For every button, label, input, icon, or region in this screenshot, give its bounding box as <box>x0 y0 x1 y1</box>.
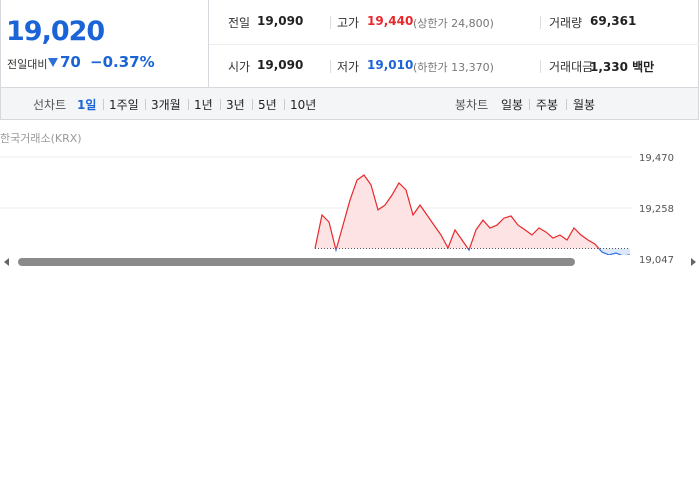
price-line-up <box>314 174 600 249</box>
source: 한국거래소(KRX) <box>0 132 82 145</box>
divider <box>330 60 331 73</box>
scroll-left[interactable] <box>4 258 9 266</box>
stat-label: 거래대금 <box>549 60 594 74</box>
stat-note: (상한가 24,800) <box>413 17 494 30</box>
stat-label: 전일 <box>228 16 251 30</box>
y-tick-label: 19,258 <box>639 204 674 215</box>
stat-label: 시가 <box>228 60 251 74</box>
change: 70 <box>60 53 81 71</box>
scroll-right[interactable] <box>691 258 696 266</box>
down-arrow <box>48 58 58 67</box>
divider <box>330 16 331 29</box>
period-tab[interactable]: 3개월 <box>151 98 181 112</box>
divider <box>209 44 699 45</box>
divider <box>208 0 209 88</box>
divider <box>284 99 285 110</box>
stat-label: 고가 <box>337 16 360 30</box>
divider <box>540 16 541 29</box>
scroll-thumb[interactable] <box>18 258 575 266</box>
candle-chart-label: 봉차트 <box>455 98 489 112</box>
stat-value: 19,440 <box>367 14 414 28</box>
area-up <box>315 175 599 249</box>
candle-tab[interactable]: 월봉 <box>573 98 596 112</box>
period-tab[interactable]: 10년 <box>290 98 317 112</box>
period-tab[interactable]: 3년 <box>226 98 245 112</box>
period-tab[interactable]: 1일 <box>77 98 97 112</box>
stat-value: 19,010 <box>367 58 414 72</box>
stat-label: 거래량 <box>549 16 583 30</box>
line-chart-label: 선차트 <box>33 98 67 112</box>
toolbar <box>0 88 699 120</box>
stat-value: 1,330 백만 <box>590 60 655 74</box>
y-tick-label: 19,470 <box>639 153 674 164</box>
stat-label: 저가 <box>337 60 360 74</box>
stat-value: 19,090 <box>257 14 304 28</box>
period-tab[interactable]: 5년 <box>258 98 277 112</box>
period-tab[interactable]: 1주일 <box>109 98 139 112</box>
divider <box>220 99 221 110</box>
stat-note: (하한가 13,370) <box>413 61 494 74</box>
stat-value: 69,361 <box>590 14 637 28</box>
candle-tab[interactable]: 일봉 <box>501 98 524 112</box>
change-pct: −0.37% <box>90 53 155 71</box>
divider <box>529 99 530 110</box>
divider <box>103 99 104 110</box>
period-tab[interactable]: 1년 <box>194 98 213 112</box>
y-tick-label: 19,047 <box>639 255 674 266</box>
change-label: 전일대비 <box>7 58 48 71</box>
candle-tab[interactable]: 주봉 <box>536 98 559 112</box>
stat-value: 19,090 <box>257 58 304 72</box>
chart: 19,470 19,258 19,047 <box>0 153 696 266</box>
divider <box>540 60 541 73</box>
divider <box>566 99 567 110</box>
price: 19,020 <box>6 16 105 47</box>
divider <box>188 99 189 110</box>
divider <box>252 99 253 110</box>
divider <box>145 99 146 110</box>
